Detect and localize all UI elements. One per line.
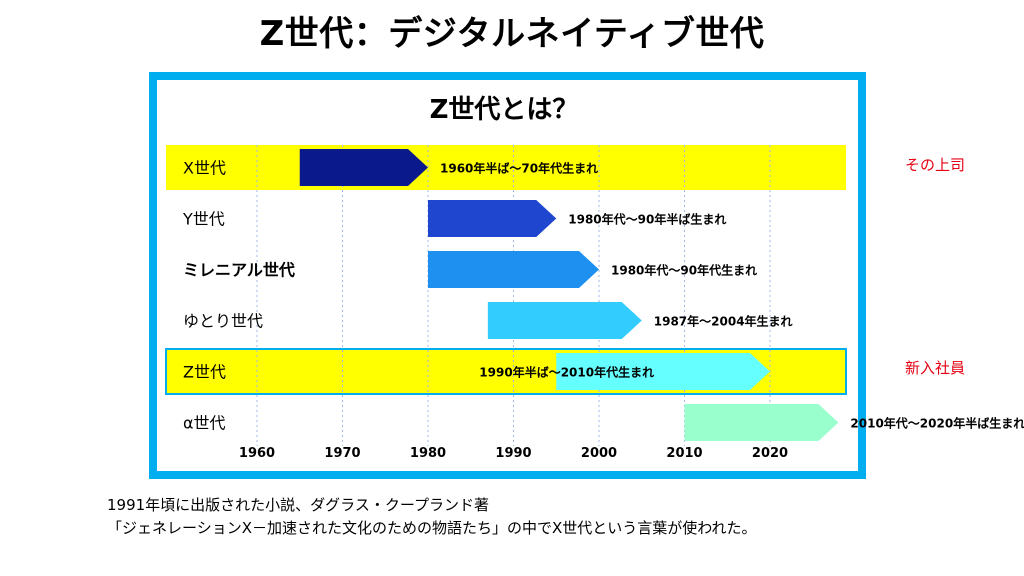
generation-range-label: 2010年代～2020年半ば生まれ — [850, 416, 1024, 431]
footer-line-2: 「ジェネレーションX－加速された文化のための物語たち」の中でX世代という言葉が使… — [107, 519, 757, 537]
generation-name: α世代 — [183, 414, 226, 433]
x-tick-label: 2010 — [666, 446, 702, 461]
generation-arrow — [428, 200, 557, 237]
generation-name: Z世代 — [183, 363, 226, 382]
footer-line-1: 1991年頃に出版された小説、ダグラス・クープランド著 — [107, 496, 489, 514]
generation-range-label: 1990年半ば～2010年代生まれ — [479, 365, 654, 380]
generation-name: X世代 — [183, 159, 226, 178]
generation-range-label: 1980年代～90年半ば生まれ — [568, 212, 726, 227]
generation-range-label: 1960年半ば～70年代生まれ — [440, 161, 598, 176]
generation-arrow — [487, 302, 642, 339]
generation-range-label: 1980年代～90年代生まれ — [611, 263, 757, 278]
generation-name: ミレニアル世代 — [183, 261, 295, 280]
chart-title: Z世代とは？ — [430, 95, 579, 125]
x-tick-label: 1960 — [239, 446, 275, 461]
x-tick-label: 2000 — [581, 446, 617, 461]
note-boss: その上司 — [904, 156, 965, 174]
generation-arrow — [428, 251, 599, 288]
generation-arrow — [684, 404, 839, 441]
x-tick-label: 1990 — [495, 446, 531, 461]
generation-arrow — [556, 353, 770, 390]
x-tick-label: 2020 — [752, 446, 788, 461]
generation-name: ゆとり世代 — [183, 312, 263, 331]
x-tick-label: 1980 — [410, 446, 446, 461]
generation-name: Y世代 — [182, 210, 225, 229]
slide-title: Z世代：デジタルネイティブ世代 — [259, 14, 765, 54]
generation-arrow — [299, 149, 428, 186]
highlight-band — [166, 145, 846, 190]
x-tick-label: 1970 — [324, 446, 360, 461]
generation-range-label: 1987年～2004年生まれ — [654, 314, 793, 329]
note-new-employee: 新入社員 — [904, 359, 965, 377]
